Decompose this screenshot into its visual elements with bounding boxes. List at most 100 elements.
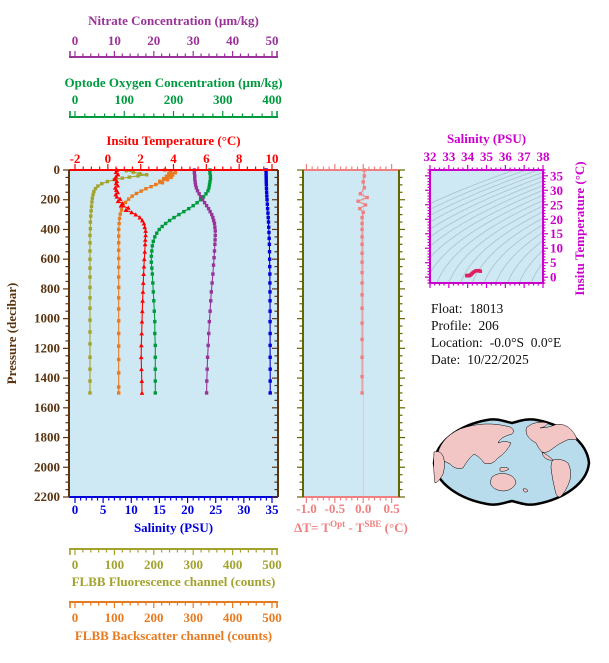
svg-text:30: 30 [550, 183, 563, 198]
svg-text:800: 800 [41, 281, 61, 296]
ts-salinity-title: Salinity (PSU) [447, 131, 526, 146]
svg-text:-2: -2 [70, 151, 81, 166]
svg-text:20: 20 [181, 502, 194, 517]
map-continents [433, 421, 578, 498]
svg-text:-0.5: -0.5 [325, 501, 346, 516]
axis-title-salinity: Salinity (PSU) [134, 520, 213, 535]
svg-text:100: 100 [105, 610, 125, 625]
svg-text:200: 200 [144, 557, 164, 572]
svg-text:2: 2 [137, 151, 144, 166]
svg-text:0: 0 [550, 270, 557, 285]
svg-text:30: 30 [187, 33, 200, 48]
svg-text:400: 400 [262, 92, 282, 107]
svg-text:100: 100 [115, 92, 135, 107]
svg-text:20: 20 [147, 33, 160, 48]
date-value: 10/22/2025 [467, 352, 529, 367]
svg-text:1600: 1600 [34, 400, 60, 415]
svg-text:35: 35 [480, 149, 494, 164]
svg-text:10: 10 [266, 151, 279, 166]
svg-text:200: 200 [144, 610, 164, 625]
svg-text:2200: 2200 [34, 489, 60, 504]
svg-text:200: 200 [41, 192, 61, 207]
svg-text:400: 400 [223, 557, 243, 572]
svg-text:35: 35 [266, 502, 280, 517]
location-value: -0.0°S 0.0°E [489, 335, 562, 350]
svg-text:10: 10 [125, 502, 138, 517]
svg-text:0: 0 [72, 33, 79, 48]
series-backscatter [117, 168, 178, 395]
svg-text:50: 50 [266, 33, 279, 48]
svg-text:600: 600 [41, 251, 61, 266]
svg-text:5: 5 [550, 255, 557, 270]
svg-text:38: 38 [537, 149, 551, 164]
svg-text:37: 37 [518, 149, 532, 164]
svg-text:15: 15 [153, 502, 167, 517]
series-temperature [112, 167, 148, 395]
series-delta-t [356, 168, 369, 395]
svg-text:0: 0 [72, 557, 79, 572]
svg-text:0.5: 0.5 [383, 501, 400, 516]
svg-text:100: 100 [105, 557, 125, 572]
axis-pressure: 0 200 400 600 800 1000 1200 1400 1600 1800 2000 220… [4, 162, 278, 504]
svg-text:0: 0 [72, 502, 79, 517]
svg-text:300: 300 [183, 610, 203, 625]
profile-value: 206 [478, 318, 499, 333]
map-new-zealand [522, 488, 529, 493]
svg-text:0.0: 0.0 [355, 501, 371, 516]
axis-title-nitrate: Nitrate Concentration (µm/kg) [88, 13, 259, 28]
float-info-line: Profile: 206 [431, 317, 561, 334]
svg-text:40: 40 [226, 33, 239, 48]
delta-t-panel: -1.0 -0.5 0.0 0.5 ΔT= TOpt - TSBE (°C) [294, 164, 408, 535]
svg-text:4: 4 [170, 151, 177, 166]
svg-text:25: 25 [209, 502, 223, 517]
ts-isopycnal-contours [430, 170, 543, 283]
date-label: Date: [431, 352, 461, 367]
ts-temperature-title: Insitu Temperature (°C) [572, 161, 587, 295]
axis-backscatter: 0 100 200 300 400 500 FLBB Backscatter channel… [69, 601, 282, 643]
map-new-guinea [499, 466, 510, 472]
axis-fluorescence: 0 100 200 300 400 500 FLBB Fluorescence channe… [69, 548, 282, 589]
map-south-america [550, 459, 571, 498]
svg-text:30: 30 [237, 502, 250, 517]
series-ts-curve [465, 268, 483, 278]
svg-text:32: 32 [424, 149, 437, 164]
world-map [432, 418, 591, 506]
svg-text:-1.0: -1.0 [296, 501, 317, 516]
map-eurasia [436, 423, 514, 469]
svg-text:15: 15 [550, 226, 564, 241]
svg-text:25: 25 [550, 197, 564, 212]
axis-oxygen: 0 100 200 300 400 Optode Oxygen Concentration… [64, 75, 283, 118]
axis-title-fluorescence: FLBB Fluorescence channel (counts) [72, 574, 276, 589]
float-info-line: Date: 10/22/2025 [431, 351, 561, 368]
float-label: Float: [431, 301, 463, 316]
svg-text:1000: 1000 [34, 311, 60, 326]
svg-text:5: 5 [100, 502, 107, 517]
axis-title-backscatter: FLBB Backscatter channel (counts) [75, 628, 272, 643]
svg-text:500: 500 [262, 557, 282, 572]
svg-text:300: 300 [183, 557, 203, 572]
axis-title-oxygen: Optode Oxygen Concentration (µm/kg) [64, 75, 282, 90]
svg-text:400: 400 [41, 221, 61, 236]
delta-t-axis-title: ΔT= TOpt - TSBE (°C) [294, 519, 408, 535]
svg-text:10: 10 [550, 241, 563, 256]
svg-text:35: 35 [550, 168, 564, 183]
svg-text:500: 500 [262, 610, 282, 625]
map-africa [433, 451, 445, 484]
series-fluorescence [88, 169, 149, 395]
float-info-line: Location: -0.0°S 0.0°E [431, 334, 561, 351]
svg-text:1400: 1400 [34, 370, 60, 385]
map-australia [490, 473, 517, 492]
svg-text:0: 0 [72, 92, 79, 107]
float-info-line: Float: 18013 [431, 300, 561, 317]
svg-text:8: 8 [236, 151, 243, 166]
series-nitrate [192, 168, 217, 395]
svg-text:1800: 1800 [34, 430, 60, 445]
axis-salinity: 0 5 10 15 20 25 30 35 Salinity (PSU) [72, 497, 279, 535]
map-central-america [541, 451, 554, 461]
float-value: 18013 [469, 301, 504, 316]
svg-text:6: 6 [203, 151, 210, 166]
pressure-axis-title: Pressure (decibar) [4, 283, 19, 385]
svg-text:10: 10 [108, 33, 121, 48]
